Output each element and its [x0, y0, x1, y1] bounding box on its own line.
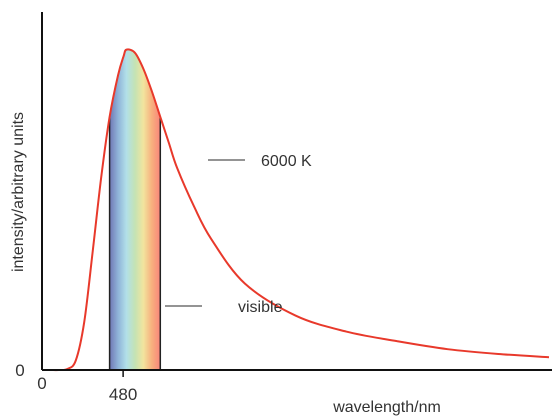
- x-tick-label-480: 480: [109, 385, 137, 404]
- y-tick-label-0: 0: [15, 361, 24, 380]
- annotation-visible: visible: [238, 299, 283, 316]
- y-axis-label: intensity/arbitrary units: [10, 112, 27, 272]
- x-axis-label: wavelength/nm: [332, 399, 441, 416]
- visible-region: [109, 49, 161, 370]
- annotation-6000k: 6000 K: [261, 153, 312, 170]
- series-line-6000k: [41, 48, 550, 372]
- visible-spectrum-band: [109, 49, 161, 370]
- x-tick-label-0: 0: [37, 374, 46, 393]
